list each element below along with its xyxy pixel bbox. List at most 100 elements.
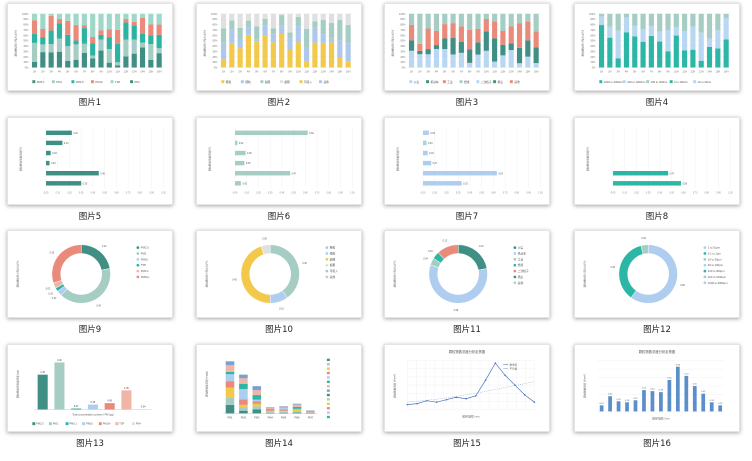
thumbnail-caption[interactable]: 图片1 <box>78 98 102 108</box>
stacked-bar-segment <box>90 55 96 59</box>
y-tick-label: 40% <box>212 45 218 48</box>
stacked-bar-segment <box>48 30 54 45</box>
x-tick-label: PM2 <box>241 416 247 419</box>
stacked-bar-segment <box>292 412 302 414</box>
thumbnail-caption[interactable]: 图片10 <box>265 325 293 335</box>
legend-swatch <box>693 80 697 84</box>
gallery-thumbnail[interactable]: 0.00 0.10 0.20 0.30 0.40 0.50 0.60 0.70 0.80 0.90… <box>574 117 740 205</box>
bar <box>650 391 655 412</box>
stacked-bar-segment <box>123 39 129 57</box>
legend-swatch <box>32 80 36 84</box>
gallery-thumbnail[interactable]: 2.46 3.32 0.07 0.35 0.45 1.35 0.04 Total concen… <box>7 344 173 432</box>
gallery-thumbnail[interactable]: 颗粒物数浓度分析走势图 粒径范围 / nm 颗粒物数浓度 (#/cm³) 数浓度 平均值 <box>384 344 550 432</box>
legend-label: 超粗 <box>284 80 290 84</box>
gallery-thumbnail[interactable]: 0.60 0.36 0.04 1 to 10μm 0.1 to 1μm 10 to 30μ… <box>574 230 740 318</box>
stacked-bar-segment <box>73 13 79 26</box>
legend-label: 细粒 <box>245 80 251 84</box>
stacked-bar-segment <box>40 13 46 30</box>
stacked-bar-segment <box>73 59 79 68</box>
stacked-bar-segment <box>295 42 301 68</box>
legend-label: 超细 <box>330 257 336 261</box>
stacked-bar-segment <box>237 39 243 49</box>
gallery-thumbnail[interactable]: PM1 PM2 PM3 PM4 PM5 PM6 PM7 颗粒物质量浓度 (mg/g) <box>196 344 362 432</box>
donut-slice <box>428 264 488 304</box>
stacked-bar-segment <box>345 61 351 68</box>
thumbnail-caption[interactable]: 图片12 <box>643 325 671 335</box>
stacked-bar-segment <box>295 13 301 17</box>
x-tick-label: 2H <box>41 70 44 73</box>
bar-value-label: 0.03 <box>51 163 56 165</box>
thumbnail-caption[interactable]: 图片16 <box>643 439 671 449</box>
stacked-bar-segment <box>698 60 704 68</box>
legend-label: 1000 to 3000nm <box>604 80 624 84</box>
gallery-thumbnail[interactable]: 0.00 0.10 0.20 0.30 0.40 0.50 0.60 0.70 0.80 0.90… <box>384 117 550 205</box>
stacked-bar-segment <box>131 21 137 26</box>
chart-thumbnail: 0% 10% 20% 30% 40% 50% 60% 70% 80% 90% 100% 1H 2H 3H 4… <box>391 13 541 84</box>
legend-label: PM0.1 <box>37 80 45 84</box>
stacked-bar-segment <box>292 409 302 412</box>
gallery-thumbnail[interactable]: 0% 10% 20% 30% 40% 50% 60% 70% 80% 90% 100% 1H 2H 3H 4… <box>384 3 550 91</box>
stacked-bar-segment <box>81 43 87 53</box>
legend-label: 燃煤 <box>518 263 524 267</box>
stacked-bar-segment <box>65 13 71 21</box>
stacked-bar-segment <box>320 43 326 68</box>
legend-label: 数浓度 <box>510 363 518 367</box>
stacked-bar-segment <box>295 26 301 43</box>
stacked-bar-segment <box>657 41 663 68</box>
stacked-bar-segment <box>337 13 343 21</box>
legend-label: PM1 <box>141 251 147 255</box>
gallery-thumbnail[interactable]: 0% 10% 20% 30% 40% 50% 60% 70% 80% 90% 100% 1H 2H 3H 4… <box>574 3 740 91</box>
bar <box>235 130 308 136</box>
thumbnail-caption[interactable]: 图片4 <box>645 98 669 108</box>
bar <box>608 396 612 412</box>
bar-value-label: 0.04 <box>429 153 434 155</box>
stacked-bar-segment <box>525 21 531 41</box>
thumbnail-caption[interactable]: 图片11 <box>453 325 481 335</box>
bar-value-label: 0.35 <box>91 402 96 404</box>
x-tick-label: 12H <box>691 70 696 73</box>
thumbnail-caption[interactable]: 图片15 <box>453 439 481 449</box>
thumbnail-caption[interactable]: 图片9 <box>78 325 102 335</box>
y-axis-label: 颗粒物粒径数浓度(%) <box>19 147 23 171</box>
thumbnail-caption[interactable]: 图片2 <box>267 98 291 108</box>
thumbnail-caption[interactable]: 图片3 <box>455 98 479 108</box>
stacked-bar-segment <box>516 13 523 24</box>
bar <box>104 403 115 410</box>
thumbnail-caption[interactable]: 图片5 <box>78 212 102 222</box>
thumbnail-caption[interactable]: 图片6 <box>267 212 291 222</box>
gallery-thumbnail[interactable]: 0.00 0.10 0.20 0.30 0.40 0.50 0.60 0.70 0.80 0.90… <box>7 117 173 205</box>
bar-value-label: 0.18 <box>710 400 715 402</box>
legend-swatch <box>136 257 140 261</box>
thumbnail-caption[interactable]: 图片7 <box>455 212 479 222</box>
legend-swatch <box>136 269 140 273</box>
gallery-thumbnail[interactable]: 0.22 0.40 0.03 0.02 0.03 0.30 PM2.5 PM1 PM10 TSP P… <box>7 230 173 318</box>
gallery-thumbnail[interactable]: 0% 10% 20% 30% 40% 50% 60% 70% 80% 90% 100% 1H 2H 3H 4… <box>7 3 173 91</box>
stacked-bar-segment <box>237 27 243 40</box>
thumbnail-caption[interactable]: 图片13 <box>76 439 104 449</box>
gallery-thumbnail[interactable]: 0.40 0.10 0.45 0.05 粗粒 细粒 超细 超粗 可吸入 其他 颗粒物粒径分布占比(%… <box>196 230 362 318</box>
donut-slice <box>240 245 271 304</box>
stacked-bar-segment <box>320 34 326 44</box>
thumbnail-caption[interactable]: 图片8 <box>645 212 669 222</box>
stacked-bar-segment <box>665 51 671 68</box>
stacked-bar-segment <box>56 23 63 39</box>
bar <box>235 170 291 176</box>
x-tick-label: 0.90 <box>149 192 154 194</box>
data-point <box>504 374 506 377</box>
x-tick-label: 0.20 <box>67 192 72 194</box>
chart-thumbnail: 0.00 0.10 0.20 0.30 0.40 0.50 0.60 0.70 0.80 0.90… <box>19 127 166 194</box>
gallery-thumbnail[interactable]: 颗粒物数浓度分析走势图 0.12 0.30 0.20 0.18 0.22 0.42 0.40 0… <box>574 344 740 432</box>
stacked-bar-segment <box>106 29 112 38</box>
gallery-thumbnail[interactable]: 0.22 0.58 0.04 0.04 0.12 沙尘 机动车 工业 燃煤 二次粒子 扬尘 其他 颗粒物… <box>384 230 550 318</box>
stacked-bar-segment <box>698 13 704 33</box>
stacked-bar-segment <box>425 13 431 29</box>
thumbnail-caption[interactable]: 图片14 <box>265 439 293 449</box>
bar-value-label: 0.33 <box>463 183 468 185</box>
stacked-bar-segment <box>81 13 87 26</box>
x-tick-label: 0.30 <box>646 192 651 194</box>
gallery-thumbnail[interactable]: 0% 10% 20% 30% 40% 50% 60% 70% 80% 90% 100% 1H 2H 3H 4… <box>196 3 362 91</box>
stacked-bar-segment <box>475 42 481 55</box>
x-tick-label: 0.50 <box>669 192 674 194</box>
stacked-bar-segment <box>442 24 448 39</box>
gallery-thumbnail[interactable]: 0.00 0.10 0.20 0.30 0.40 0.50 0.60 0.70 0.80 0.90… <box>196 117 362 205</box>
